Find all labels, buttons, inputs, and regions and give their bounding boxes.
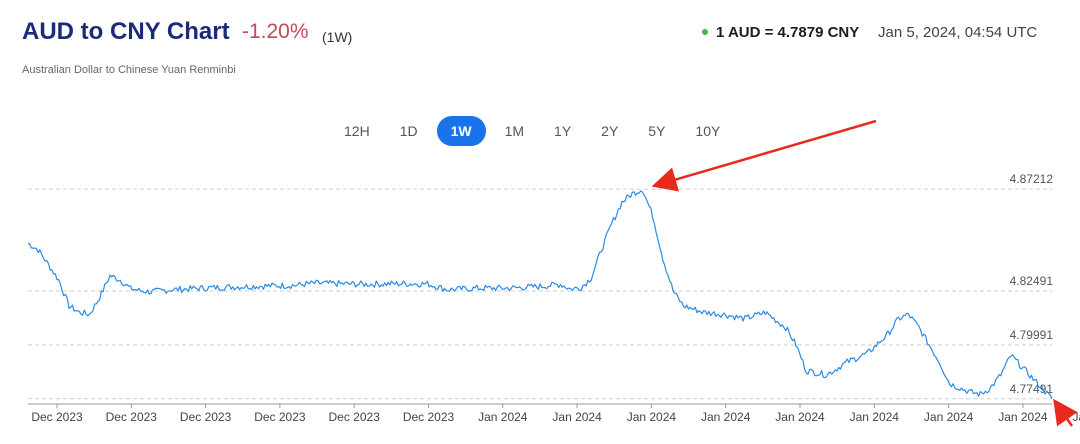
x-tick-label: Jan 2024 bbox=[552, 410, 602, 424]
x-tick-label: Jan 2024 bbox=[775, 410, 825, 424]
x-tick-label: Jan 2024 bbox=[701, 410, 751, 424]
x-tick-label: Jan 2024 bbox=[1073, 410, 1080, 424]
y-tick-label: 4.79991 bbox=[1010, 328, 1054, 342]
x-tick-label: Dec 2023 bbox=[403, 410, 455, 424]
rate-timestamp: Jan 5, 2024, 04:54 UTC bbox=[878, 24, 1038, 41]
y-tick-label: 4.77491 bbox=[1010, 382, 1054, 396]
x-tick-label: Jan 2024 bbox=[850, 410, 900, 424]
latest-arrow bbox=[1053, 398, 1078, 427]
period-button-2y[interactable]: 2Y bbox=[590, 116, 629, 146]
y-tick-label: 4.82491 bbox=[1010, 274, 1054, 288]
period-button-1y[interactable]: 1Y bbox=[543, 116, 582, 146]
x-tick-label: Jan 2024 bbox=[478, 410, 528, 424]
page-title: AUD to CNY Chart bbox=[22, 18, 230, 45]
period-button-1m[interactable]: 1M bbox=[494, 116, 535, 146]
period-selector: 12H 1D 1W 1M 1Y 2Y 5Y 10Y bbox=[333, 116, 739, 146]
period-button-12h[interactable]: 12H bbox=[333, 116, 381, 146]
x-tick-label: Dec 2023 bbox=[31, 410, 83, 424]
x-tick-label: Dec 2023 bbox=[329, 410, 381, 424]
x-tick-label: Dec 2023 bbox=[106, 410, 158, 424]
x-tick-label: Dec 2023 bbox=[254, 410, 306, 424]
x-tick-label: Jan 2024 bbox=[998, 410, 1048, 424]
period-tag: (1W) bbox=[322, 29, 353, 45]
percent-change: -1.20% bbox=[242, 20, 309, 43]
x-tick-label: Jan 2024 bbox=[627, 410, 677, 424]
period-button-5y[interactable]: 5Y bbox=[637, 116, 676, 146]
period-button-10y[interactable]: 10Y bbox=[684, 116, 731, 146]
period-button-1d[interactable]: 1D bbox=[389, 116, 429, 146]
y-tick-label: 4.87212 bbox=[1010, 172, 1054, 186]
period-button-1w[interactable]: 1W bbox=[436, 116, 486, 146]
current-rate: 1 AUD = 4.7879 CNY bbox=[716, 24, 860, 41]
series-line bbox=[27, 190, 1053, 400]
page-subtitle: Australian Dollar to Chinese Yuan Renmin… bbox=[22, 64, 236, 76]
x-tick-label: Dec 2023 bbox=[180, 410, 232, 424]
peak-arrow bbox=[651, 119, 877, 192]
x-tick-label: Jan 2024 bbox=[924, 410, 974, 424]
live-dot-icon bbox=[702, 29, 708, 35]
